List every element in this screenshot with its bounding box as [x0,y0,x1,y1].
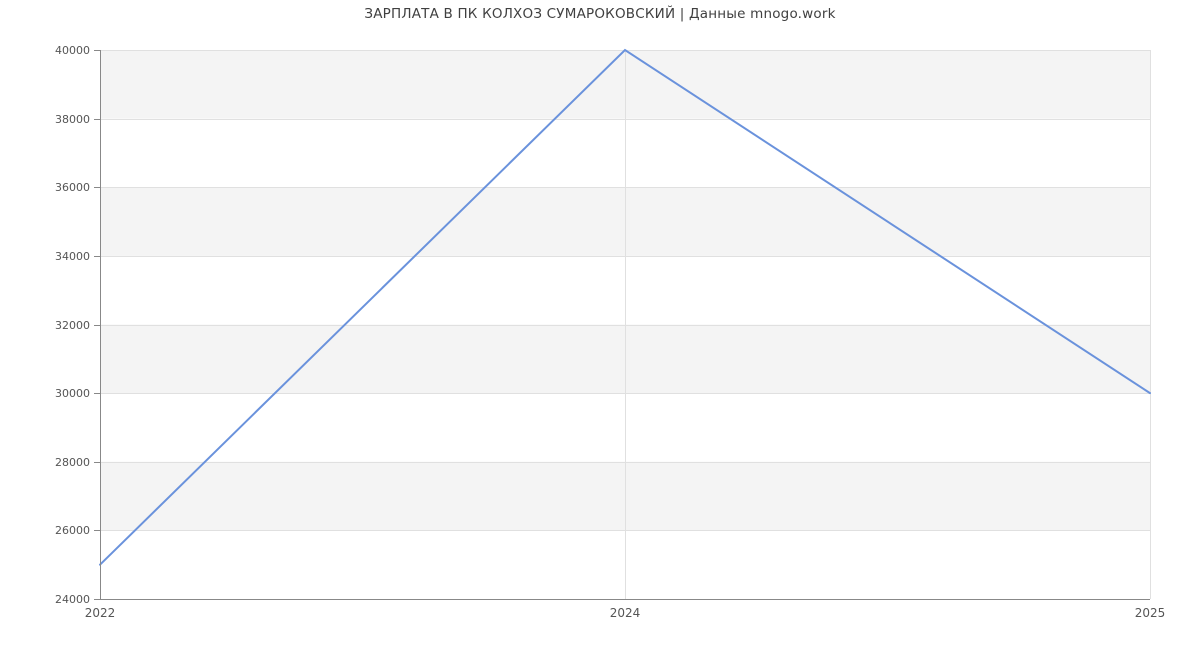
chart-title: ЗАРПЛАТА В ПК КОЛХОЗ СУМАРОКОВСКИЙ | Дан… [364,6,836,22]
y-axis-tick-label: 26000 [55,524,90,537]
x-axis-tick-label: 2022 [85,606,116,620]
y-axis-tick-label: 40000 [55,44,90,57]
y-axis-tick-label: 32000 [55,319,90,332]
y-axis-tick-label: 24000 [55,593,90,606]
y-axis-tick-label: 28000 [55,456,90,469]
salary-line-series [99,48,1151,566]
y-axis-tick-label: 38000 [55,113,90,126]
y-axis-tick-label: 34000 [55,250,90,263]
y-axis-tick-label: 36000 [55,181,90,194]
x-axis-tick-label: 2025 [1135,606,1166,620]
y-axis-tick-label: 30000 [55,387,90,400]
x-axis-tick-label: 2024 [610,606,641,620]
